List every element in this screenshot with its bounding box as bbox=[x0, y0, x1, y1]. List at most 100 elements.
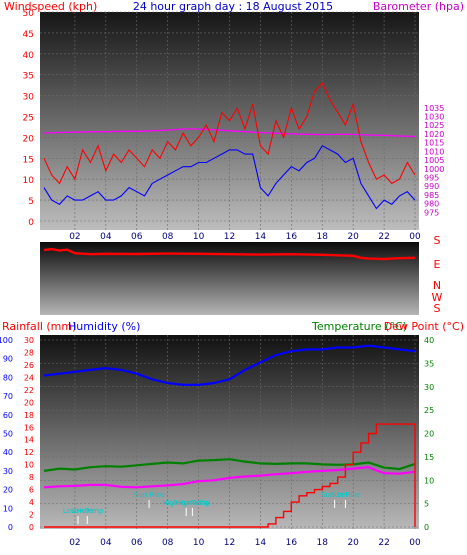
hour-tick-label: 06 bbox=[131, 538, 143, 548]
series-line-wind-direction bbox=[43, 247, 416, 261]
barometer-tick-label: 1020 bbox=[424, 130, 444, 139]
hour-tick-label: 02 bbox=[69, 538, 80, 548]
rain-tick-label: 28 bbox=[24, 348, 34, 357]
humidity-tick-label: 60 bbox=[3, 411, 13, 420]
rain-tick-label: 30 bbox=[24, 336, 34, 345]
barometer-tick-label: 980 bbox=[424, 200, 439, 209]
windspeed-tick-label: 15 bbox=[23, 155, 34, 165]
series-line-barometer bbox=[43, 128, 416, 138]
hour-tick-label: 18 bbox=[317, 232, 329, 242]
hour-tick-label: 10 bbox=[193, 232, 205, 242]
hour-tick-label: 14 bbox=[255, 232, 267, 242]
rain-tick-label: 22 bbox=[24, 386, 34, 395]
annotation-label: HighTemp bbox=[175, 499, 210, 507]
rain-tick-label: 6 bbox=[29, 486, 34, 495]
hour-tick-label: 16 bbox=[286, 538, 298, 548]
rain-tick-label: 10 bbox=[24, 461, 34, 470]
windspeed-tick-label: 10 bbox=[23, 176, 35, 186]
humidity-tick-label: 100 bbox=[0, 336, 13, 345]
humidity-tick-label: 80 bbox=[3, 373, 13, 382]
hour-tick-label: 06 bbox=[131, 232, 143, 242]
hour-tick-label: 08 bbox=[162, 538, 174, 548]
windspeed-tick-label: 5 bbox=[28, 197, 34, 207]
humidity-tick-label: 40 bbox=[3, 448, 13, 457]
humidity-tick-label: 0 bbox=[8, 523, 13, 532]
annotation-label: LowTemp bbox=[71, 507, 104, 515]
wind-direction-line bbox=[43, 247, 416, 261]
humidity-tick-label: 70 bbox=[3, 392, 13, 401]
hour-tick-label: 18 bbox=[317, 538, 329, 548]
barometer-axis-label: Barometer (hpa) bbox=[373, 0, 464, 13]
rain-tick-label: 24 bbox=[24, 373, 34, 382]
hour-tick-label: 22 bbox=[378, 232, 389, 242]
direction-tick-label: S bbox=[434, 234, 441, 247]
hour-tick-label: 14 bbox=[255, 538, 267, 548]
windspeed-tick-label: 50 bbox=[23, 9, 35, 19]
barometer-tick-label: 1000 bbox=[424, 165, 444, 174]
temp-hum-rain-lines bbox=[43, 344, 416, 528]
temperature-tick-label: 15 bbox=[424, 453, 434, 462]
rain-tick-label: 26 bbox=[24, 361, 34, 370]
barometer-tick-label: 985 bbox=[424, 191, 439, 200]
humidity-tick-label: 30 bbox=[3, 467, 13, 476]
hour-tick-label: 04 bbox=[100, 232, 112, 242]
hour-tick-label: 10 bbox=[193, 538, 205, 548]
windspeed-axis-label: Windspeed (kph) bbox=[4, 0, 97, 13]
barometer-tick-label: 1005 bbox=[424, 156, 444, 165]
windspeed-tick-label: 20 bbox=[23, 134, 35, 144]
rain-tick-label: 20 bbox=[24, 398, 34, 407]
hour-tick-label: 08 bbox=[162, 232, 174, 242]
wind-baro-lines bbox=[43, 82, 416, 210]
hour-tick-label: 16 bbox=[286, 232, 298, 242]
barometer-tick-label: 1025 bbox=[424, 121, 444, 130]
hour-tick-label: 20 bbox=[347, 232, 359, 242]
windspeed-tick-label: 40 bbox=[23, 51, 35, 61]
windspeed-tick-label: 35 bbox=[23, 72, 34, 82]
annotation-label: HighHumidity bbox=[162, 499, 210, 507]
hour-tick-label: 00 bbox=[409, 232, 421, 242]
humidity-axis-label: Humidity (%) bbox=[68, 320, 140, 333]
barometer-tick-label: 1030 bbox=[424, 113, 444, 122]
humidity-tick-label: 20 bbox=[3, 486, 13, 495]
temperature-tick-label: 35 bbox=[424, 359, 434, 368]
temperature-tick-label: 30 bbox=[424, 383, 434, 392]
temperature-tick-label: 0 bbox=[424, 523, 429, 532]
annotation-label: LowHum bbox=[63, 507, 93, 515]
barometer-tick-label: 995 bbox=[424, 173, 439, 182]
dewpoint-axis-label: Dew Point (°C) bbox=[384, 320, 464, 333]
hour-tick-label: 20 bbox=[347, 538, 359, 548]
windspeed-tick-label: 30 bbox=[23, 93, 35, 103]
series-line-wind-gust bbox=[43, 82, 416, 185]
rainfall-axis-label: Rainfall (mm) bbox=[2, 320, 76, 333]
hour-tick-label: 02 bbox=[69, 232, 80, 242]
rain-tick-label: 0 bbox=[29, 523, 34, 532]
temperature-tick-label: 20 bbox=[424, 430, 434, 439]
temperature-axis-label: Temperature (°C) bbox=[311, 320, 407, 333]
series-line-rainfall bbox=[44, 423, 416, 528]
rain-tick-label: 18 bbox=[24, 411, 34, 420]
rain-tick-label: 4 bbox=[29, 498, 34, 507]
rain-tick-label: 8 bbox=[29, 473, 34, 482]
direction-tick-label: N bbox=[433, 279, 441, 292]
temperature-tick-label: 5 bbox=[424, 500, 429, 509]
temp-hum-rain-tick-labels: 0102030405060708090100024681012141618202… bbox=[0, 336, 434, 548]
rain-tick-label: 2 bbox=[29, 511, 34, 520]
hour-tick-label: 12 bbox=[224, 538, 235, 548]
rain-tick-label: 16 bbox=[24, 423, 34, 432]
windspeed-tick-label: 45 bbox=[23, 30, 34, 40]
event-annotations: LowHum Sun Rise HighTemp Sun Set LowTemp High… bbox=[63, 491, 361, 524]
wind-baro-grid bbox=[40, 11, 419, 230]
series-line-humidity bbox=[43, 344, 416, 386]
hour-tick-label: 00 bbox=[409, 538, 421, 548]
hour-tick-label: 04 bbox=[100, 538, 112, 548]
barometer-tick-label: 1015 bbox=[424, 139, 444, 148]
windspeed-tick-label: 25 bbox=[23, 114, 34, 124]
barometer-tick-label: 1010 bbox=[424, 147, 444, 156]
humidity-tick-label: 50 bbox=[3, 430, 13, 439]
windspeed-tick-label: 0 bbox=[28, 218, 34, 228]
rain-tick-label: 14 bbox=[24, 436, 34, 445]
temperature-tick-label: 10 bbox=[424, 476, 434, 485]
wind-baro-tick-labels: 0510152025303540455097598098599099510001… bbox=[23, 9, 445, 242]
